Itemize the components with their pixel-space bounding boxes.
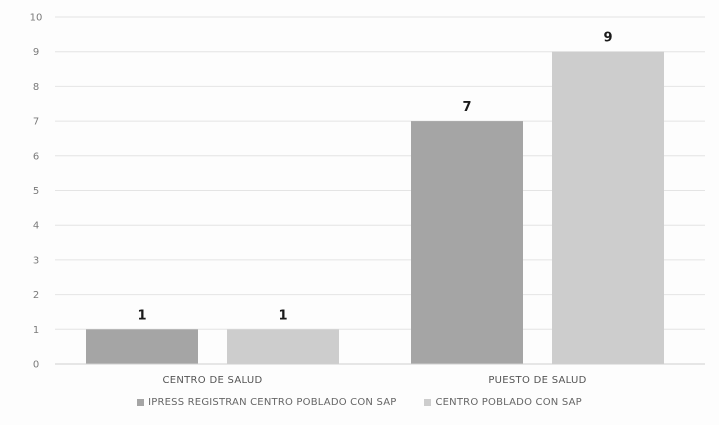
- y-tick-label-4: 4: [33, 221, 39, 232]
- legend-swatch-1: [137, 399, 145, 406]
- legend-label-2: CENTRO POBLADO CON SAP: [435, 397, 582, 408]
- category-label-2: PUESTO DE SALUD: [488, 375, 586, 386]
- category-label-1: CENTRO DE SALUD: [162, 375, 262, 386]
- data-label-series2-cat2: 9: [603, 31, 612, 46]
- bar-series1-cat2: [411, 121, 523, 364]
- y-tick-label-2: 2: [33, 290, 39, 301]
- y-tick-label-6: 6: [33, 151, 39, 162]
- y-tick-label-9: 9: [33, 47, 39, 58]
- data-label-series2-cat1: 1: [278, 308, 287, 323]
- bar-series2-cat2: [552, 51, 664, 364]
- y-tick-label-10: 10: [30, 13, 43, 24]
- y-tick-label-1: 1: [33, 325, 39, 336]
- legend-label-1: IPRESS REGISTRAN CENTRO POBLADO CON SAP: [148, 397, 397, 408]
- bar-series2-cat1: [227, 329, 339, 364]
- legend-item-1: IPRESS REGISTRAN CENTRO POBLADO CON SAP: [137, 397, 396, 408]
- y-tick-label-8: 8: [33, 82, 39, 93]
- y-tick-label-0: 0: [33, 360, 39, 371]
- data-label-series1-cat1: 1: [137, 308, 146, 323]
- bar-series1-cat1: [86, 329, 198, 364]
- y-tick-label-7: 7: [33, 117, 39, 128]
- legend-item-2: CENTRO POBLADO CON SAP: [424, 397, 582, 408]
- y-tick-label-5: 5: [33, 186, 39, 197]
- y-tick-label-3: 3: [33, 255, 39, 266]
- data-label-series1-cat2: 7: [462, 100, 471, 115]
- legend: IPRESS REGISTRAN CENTRO POBLADO CON SAP C…: [0, 397, 719, 408]
- legend-swatch-2: [424, 399, 432, 406]
